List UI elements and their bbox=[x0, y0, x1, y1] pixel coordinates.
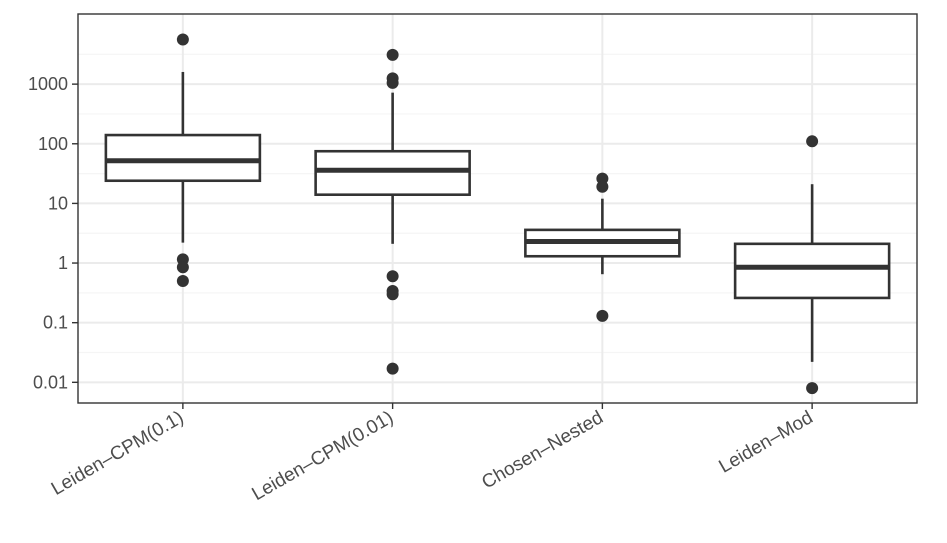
outlier-point bbox=[386, 362, 399, 375]
box-3 bbox=[524, 172, 681, 322]
box-iqr bbox=[104, 133, 262, 183]
y-tick-label: 100 bbox=[38, 134, 68, 154]
outlier-point bbox=[806, 135, 819, 148]
outlier-point bbox=[596, 180, 609, 193]
y-tick-label: 0.01 bbox=[33, 372, 68, 392]
outlier-point bbox=[176, 33, 189, 46]
box-iqr bbox=[733, 242, 891, 300]
panel-background bbox=[78, 14, 917, 403]
box-1 bbox=[104, 33, 262, 287]
outlier-point bbox=[806, 382, 819, 395]
outlier-point bbox=[176, 261, 189, 274]
box-iqr bbox=[314, 149, 471, 196]
outlier-point bbox=[386, 270, 399, 283]
x-tick-label: Leiden–Mod bbox=[716, 407, 817, 477]
outlier-point bbox=[386, 288, 399, 301]
outlier-point bbox=[386, 76, 399, 89]
y-tick-label: 1 bbox=[58, 253, 68, 273]
y-tick-label: 10 bbox=[48, 193, 68, 213]
grid-lines bbox=[78, 14, 917, 403]
outlier-point bbox=[596, 309, 609, 322]
box-2 bbox=[314, 48, 471, 375]
x-tick-label: Chosen–Nested bbox=[478, 407, 607, 493]
box-4 bbox=[733, 135, 891, 395]
outlier-point bbox=[176, 274, 189, 287]
panel-border bbox=[77, 13, 918, 404]
outlier-point bbox=[386, 48, 399, 61]
x-tick-label: Leiden–CPM(0.1) bbox=[48, 407, 187, 500]
box-plots bbox=[104, 33, 891, 395]
x-tick-label: Leiden–CPM(0.01) bbox=[249, 407, 398, 505]
y-tick-label: 1000 bbox=[28, 74, 68, 94]
y-tick-label: 0.1 bbox=[43, 313, 68, 333]
